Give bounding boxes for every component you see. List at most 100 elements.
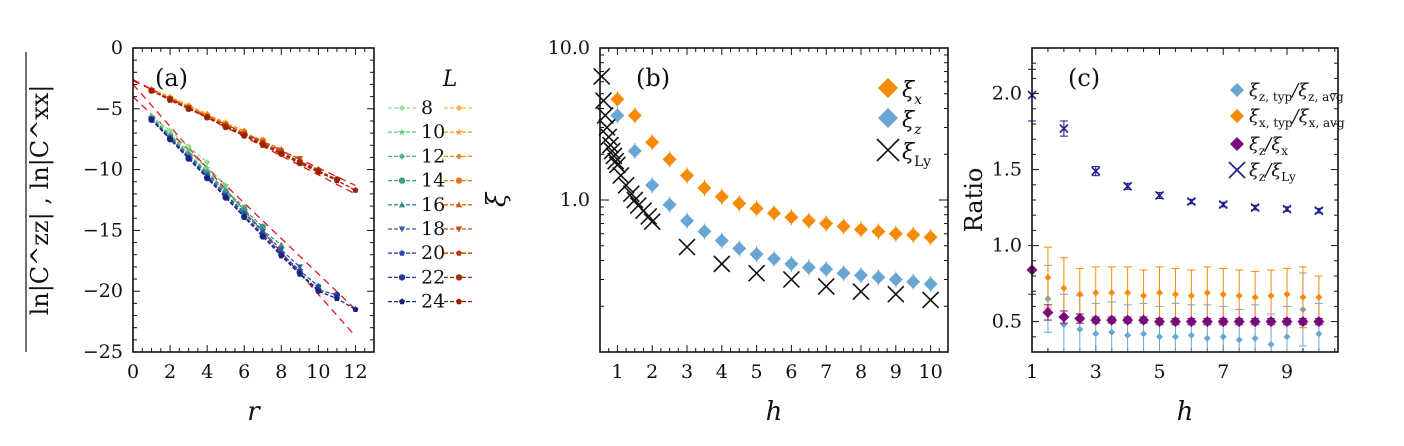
point-ξ_Ly <box>605 147 623 165</box>
legend-slash: / <box>1263 160 1273 181</box>
x-tick-label: 12 <box>343 361 367 383</box>
point-ξ_z,typ/ξ_z,avg <box>1235 336 1243 344</box>
point-ξ_z/ξ_x <box>1217 316 1229 328</box>
point-ξ_x,typ/ξ_x,avg <box>1235 292 1243 300</box>
point-ξ_z/ξ_Ly <box>1186 196 1196 207</box>
point-xx-L24 <box>185 105 192 112</box>
point-ξ_z/ξ_x <box>1201 316 1213 328</box>
point-ξ_z,typ/ξ_z,avg <box>1092 330 1100 338</box>
x-tick-label: 1 <box>611 361 623 383</box>
legend-marker-xx <box>455 128 463 136</box>
point-ξ_x,typ/ξ_x,avg <box>1315 293 1323 301</box>
legend-label: ξLy <box>902 140 931 170</box>
y-tick-label: 2.0 <box>992 83 1022 105</box>
y-tick-label: 1.5 <box>992 159 1022 181</box>
legend-marker-xx <box>455 104 463 112</box>
x-tick-label: 10 <box>306 361 330 383</box>
legend-marker-xx <box>455 274 463 281</box>
point-ξ_x,typ/ξ_x,avg <box>1171 290 1179 298</box>
x-tick-label: 3 <box>681 361 693 383</box>
point-ξ_x <box>888 226 903 241</box>
x-tick-label: 4 <box>201 361 213 383</box>
legend-marker-xx <box>455 153 463 160</box>
point-ξ_z <box>784 256 799 271</box>
point-ξ_z,typ/ξ_z,avg <box>1187 331 1195 339</box>
legend-num-sub: z <box>1259 170 1265 184</box>
point-ξ_z/ξ_x <box>1154 316 1165 328</box>
legend-den: ξ <box>1271 160 1282 181</box>
point-ξ_x,typ/ξ_x,avg <box>1156 289 1163 297</box>
x-tick-label: 8 <box>855 361 867 383</box>
series-zz-line-2 <box>151 116 245 208</box>
point-zz-L24 <box>315 288 322 294</box>
legend-label-base: ξ <box>902 140 916 165</box>
legend-label-sub: z <box>913 122 922 138</box>
point-ξ_x,typ/ξ_x,avg <box>1124 289 1132 297</box>
point-ξ_z/ξ_Ly <box>1250 203 1260 213</box>
point-ξ_x <box>714 189 729 204</box>
point-ξ_x <box>662 152 677 167</box>
point-ξ_z/ξ_Ly <box>1123 181 1133 191</box>
point-ξ_Ly <box>617 176 635 194</box>
point-ξ_z/ξ_Ly <box>1154 190 1165 201</box>
point-zz-L24 <box>204 174 211 181</box>
point-ξ_Ly <box>922 291 940 309</box>
point-ξ_x,typ/ξ_x,avg <box>1267 292 1275 300</box>
legend-num: ξ <box>1249 160 1260 181</box>
point-ξ_z/ξ_x <box>1074 313 1086 325</box>
point-ξ_z,typ/ξ_z,avg <box>1219 333 1227 341</box>
legend-title-L: L <box>442 67 458 92</box>
point-xx-L24 <box>148 87 155 94</box>
series-zz-line-0 <box>151 115 208 163</box>
point-ξ_x <box>749 201 764 216</box>
legend-label-L: 16 <box>421 194 445 216</box>
axes-frame-c <box>1031 47 1339 353</box>
legend-marker <box>1230 109 1244 123</box>
point-ξ_z/ξ_Ly <box>1059 123 1069 134</box>
x-axis-label: h <box>766 397 783 427</box>
point-ξ_Ly <box>612 166 630 185</box>
legend-marker-zz <box>399 250 405 256</box>
point-ξ_x,typ/ξ_x,avg <box>1251 293 1259 301</box>
point-zz-L8 <box>203 159 211 166</box>
point-ξ_x,typ/ξ_x,avg <box>1092 289 1100 297</box>
legend-label: ξz <box>902 108 922 138</box>
legend-marker-zz <box>398 177 406 184</box>
x-tick-label: 1 <box>1026 361 1038 383</box>
x-tick-label: 3 <box>1090 361 1102 383</box>
legend-marker <box>878 78 898 98</box>
point-zz-L24 <box>296 271 303 277</box>
axes-frame-a <box>132 47 375 353</box>
legend-label: ξx <box>902 78 922 108</box>
legend-label-L: 22 <box>421 266 445 288</box>
point-ξ_x,typ/ξ_x,avg <box>1283 290 1291 298</box>
point-ξ_x <box>627 108 642 123</box>
x-tick-label: 7 <box>820 361 832 383</box>
point-ξ_x <box>610 92 625 107</box>
point-ξ_z/ξ_x <box>1313 316 1325 328</box>
point-ξ_x <box>906 227 921 242</box>
point-ξ_Ly <box>608 156 626 174</box>
point-ξ_z/ξ_Ly <box>1218 199 1228 210</box>
point-ξ_x <box>767 206 781 221</box>
legend-den: ξ <box>1299 106 1310 127</box>
point-ξ_z/ξ_x <box>1233 316 1245 328</box>
point-xx-L24 <box>315 168 322 175</box>
legend-marker-xx <box>455 177 463 184</box>
legend-den: ξ <box>1298 80 1309 101</box>
point-ξ_z/ξ_x <box>1281 316 1293 328</box>
point-zz-L24 <box>259 233 266 240</box>
point-zz-L24 <box>241 213 248 220</box>
legend-label: ξx, typ/ξx, avg <box>1249 106 1345 130</box>
legend-slash: / <box>1290 80 1300 101</box>
legend-label-sub: x <box>914 92 922 108</box>
x-axis-label: h <box>1177 397 1194 427</box>
y-tick-label: 10.0 <box>548 37 590 59</box>
point-ξ_z,typ/ξ_z,avg <box>1124 331 1132 339</box>
point-xx-L24 <box>222 123 229 130</box>
point-ξ_Ly <box>817 277 835 295</box>
axes-frame-b <box>599 47 949 353</box>
legend-num-sub: z, typ <box>1259 90 1293 104</box>
point-xx-L24 <box>167 97 174 103</box>
point-ξ_z <box>836 266 851 281</box>
